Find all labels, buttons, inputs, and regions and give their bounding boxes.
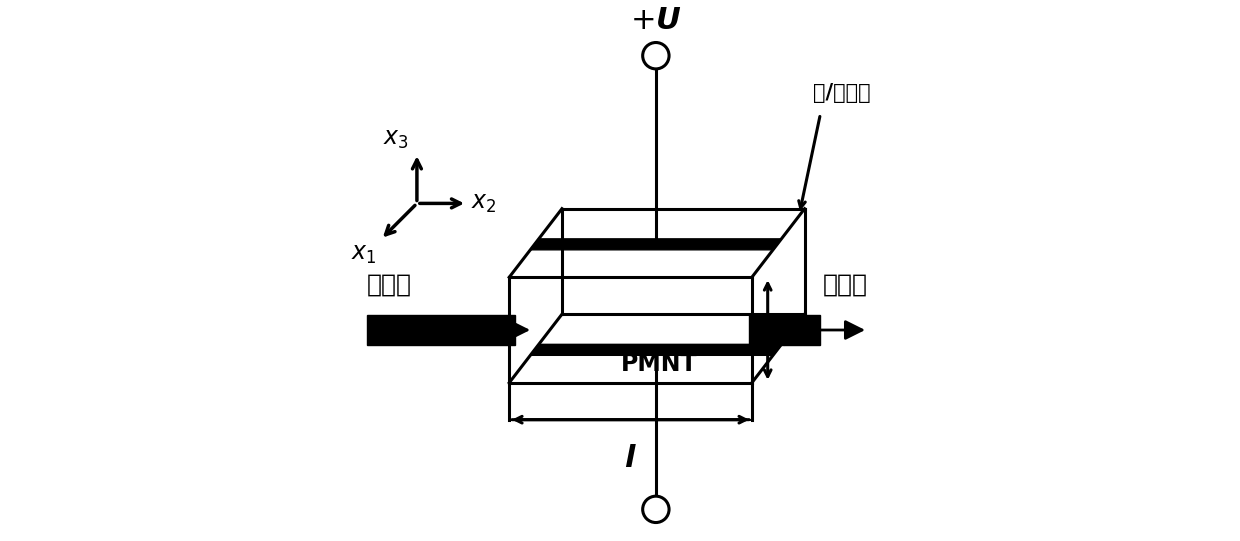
Text: $x_3$: $x_3$: [383, 127, 409, 150]
Polygon shape: [531, 345, 781, 355]
Text: $x_2$: $x_2$: [471, 192, 497, 215]
Text: $x_1$: $x_1$: [351, 242, 377, 266]
Circle shape: [642, 43, 670, 69]
Text: $\boldsymbol{d}$: $\boldsymbol{d}$: [781, 314, 805, 346]
Circle shape: [642, 496, 670, 523]
Polygon shape: [367, 315, 515, 345]
Text: PMNT: PMNT: [621, 352, 698, 376]
Polygon shape: [749, 315, 784, 345]
Text: 钓/金电极: 钓/金电极: [812, 83, 870, 103]
Text: 出射光: 出射光: [823, 273, 868, 297]
Polygon shape: [784, 315, 821, 345]
Text: $\boldsymbol{l}$: $\boldsymbol{l}$: [624, 444, 637, 474]
Polygon shape: [531, 239, 781, 250]
Text: $+\boldsymbol{U}$: $+\boldsymbol{U}$: [630, 5, 682, 36]
Text: 入射光: 入射光: [367, 273, 412, 297]
